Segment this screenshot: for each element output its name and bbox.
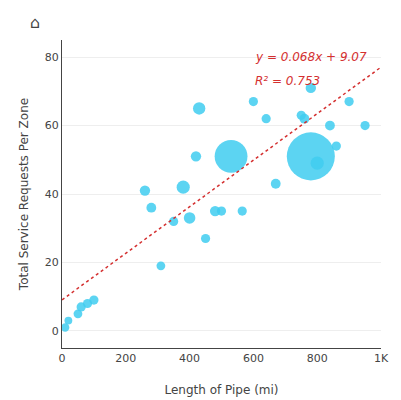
svg-text:40: 40 bbox=[45, 188, 59, 201]
svg-text:1K: 1K bbox=[374, 352, 389, 365]
svg-text:600: 600 bbox=[243, 352, 264, 365]
svg-text:⌂: ⌂ bbox=[30, 13, 40, 32]
svg-text:0: 0 bbox=[52, 325, 59, 338]
svg-text:0: 0 bbox=[59, 352, 66, 365]
svg-text:y = 0.068x + 9.07: y = 0.068x + 9.07 bbox=[255, 50, 367, 64]
svg-text:800: 800 bbox=[307, 352, 328, 365]
svg-text:Total Service Requests Per Zon: Total Service Requests Per Zone bbox=[17, 98, 31, 291]
svg-text:R² = 0.753: R² = 0.753 bbox=[255, 74, 320, 88]
svg-text:20: 20 bbox=[45, 256, 59, 269]
svg-text:200: 200 bbox=[115, 352, 136, 365]
svg-text:80: 80 bbox=[45, 51, 59, 64]
svg-text:400: 400 bbox=[179, 352, 200, 365]
svg-text:60: 60 bbox=[45, 119, 59, 132]
svg-text:Length of Pipe (mi): Length of Pipe (mi) bbox=[164, 383, 278, 397]
